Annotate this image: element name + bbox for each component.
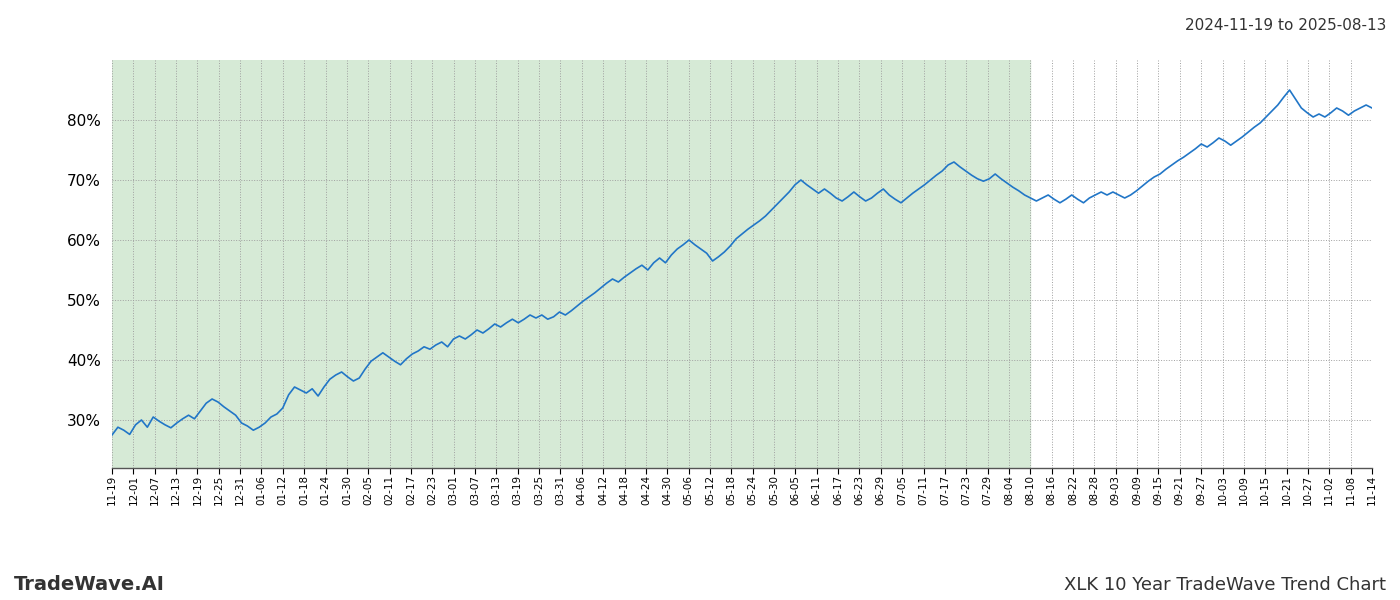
Text: 2024-11-19 to 2025-08-13: 2024-11-19 to 2025-08-13 xyxy=(1184,18,1386,33)
Bar xyxy=(112,60,1030,468)
Text: TradeWave.AI: TradeWave.AI xyxy=(14,575,165,594)
Text: XLK 10 Year TradeWave Trend Chart: XLK 10 Year TradeWave Trend Chart xyxy=(1064,576,1386,594)
